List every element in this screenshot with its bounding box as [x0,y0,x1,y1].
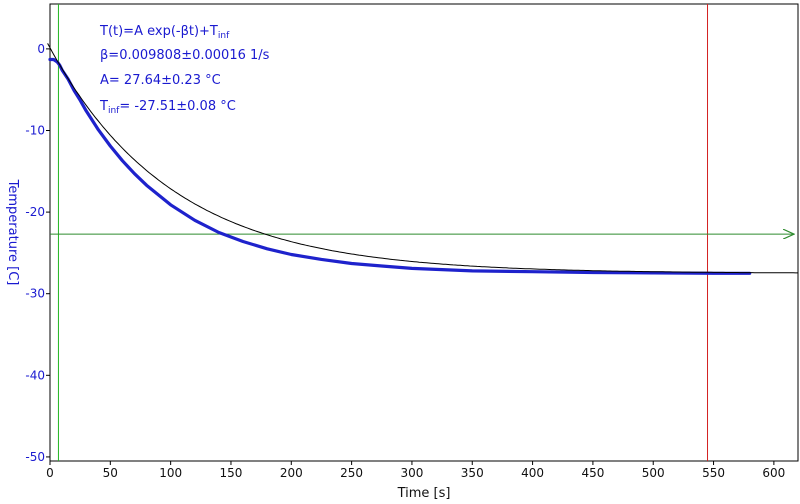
x-tick-label: 550 [702,466,725,480]
y-tick-label: 0 [37,42,45,56]
x-tick-label: 600 [762,466,785,480]
x-tick-label: 350 [461,466,484,480]
fit-annotations: T(t)=A exp(-βt)+Tinf β=0.009808±0.00016 … [99,24,270,116]
tinf-value: Tinf= -27.51±0.08 °C [99,99,236,116]
plot-frame [49,3,799,462]
y-tick-label: -20 [25,205,45,219]
y-tick-label: -50 [25,450,45,464]
x-tick-label: 450 [581,466,604,480]
y-axis-title: Temperature [C] [5,179,20,286]
x-tick-label: 150 [220,466,243,480]
model-equation: T(t)=A exp(-βt)+Tinf [99,24,230,41]
y-tick-label: -30 [25,287,45,301]
fit-curve [47,43,798,274]
x-tick-label: 250 [340,466,363,480]
x-tick-label: 300 [400,466,423,480]
y-tick-label: -10 [25,123,45,137]
x-axis-title: Time [s] [397,486,451,501]
x-tick-label: 200 [280,466,303,480]
x-tick-label: 100 [159,466,182,480]
x-tick-label: 500 [642,466,665,480]
x-tick-label: 50 [103,466,118,480]
x-tick-label: 0 [46,466,54,480]
amplitude-value: A= 27.64±0.23 °C [100,73,221,88]
measured-data-series [48,57,752,275]
beta-value: β=0.009808±0.00016 1/s [100,48,270,63]
x-tick-label: 400 [521,466,544,480]
y-tick-label: -40 [25,368,45,382]
